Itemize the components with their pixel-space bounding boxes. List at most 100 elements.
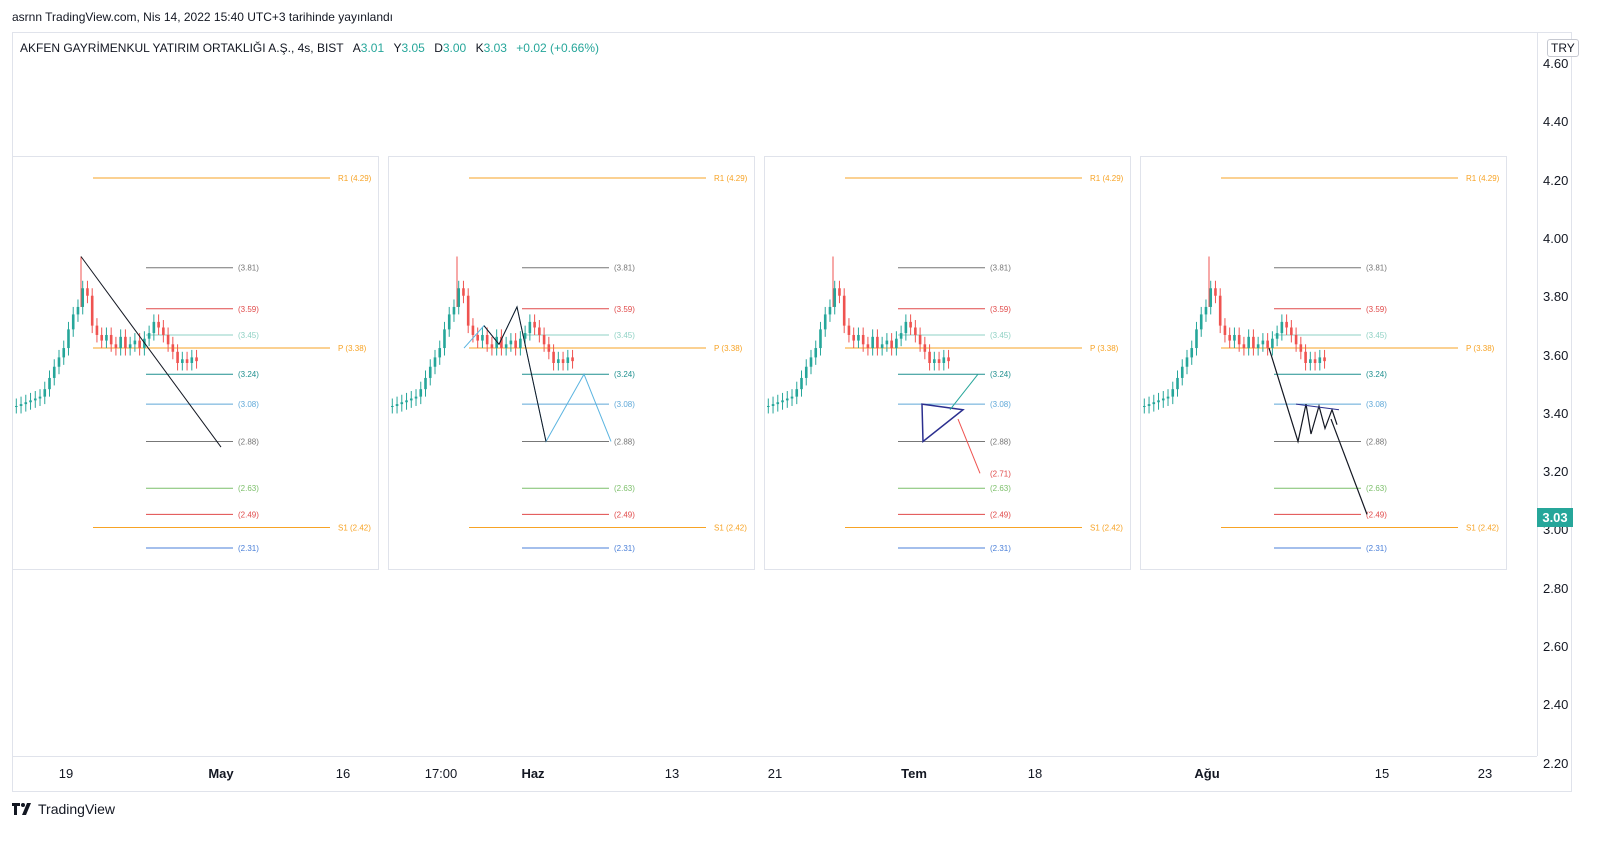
price-tick: 4.00 bbox=[1543, 230, 1569, 246]
candle-body bbox=[71, 314, 75, 330]
candle-body bbox=[504, 344, 508, 349]
candle-body bbox=[1195, 329, 1198, 349]
footer-brand[interactable]: TradingView bbox=[38, 801, 116, 817]
candle-body bbox=[147, 333, 151, 339]
candle-body bbox=[67, 329, 70, 349]
candle-body bbox=[1256, 344, 1260, 349]
candle-body bbox=[942, 357, 946, 363]
candle-body bbox=[828, 306, 832, 315]
level-label: (2.88) bbox=[238, 437, 259, 446]
open-label: A bbox=[352, 41, 361, 55]
scenario-panel-2[interactable]: R1 (4.29) (3.81) (3.59) (3.45) P (3.38) (3.24… bbox=[388, 156, 755, 570]
time-tick: 13 bbox=[664, 766, 680, 781]
candle-body bbox=[1309, 359, 1312, 363]
tradingview-logo-icon bbox=[12, 803, 31, 815]
candle-body bbox=[842, 295, 846, 326]
level-label: R1 (4.29) bbox=[338, 174, 372, 183]
currency-button[interactable]: TRY bbox=[1547, 39, 1579, 57]
candle-body bbox=[552, 351, 555, 363]
candle-body bbox=[514, 340, 517, 349]
time-tick: 19 bbox=[58, 766, 74, 781]
candle-body bbox=[800, 377, 803, 390]
time-tick: 17:00 bbox=[424, 766, 458, 781]
wedge-path bbox=[1268, 347, 1338, 444]
candle-body bbox=[914, 327, 917, 335]
level-label: (3.08) bbox=[990, 400, 1011, 409]
low-label: D bbox=[434, 41, 443, 55]
level-label: (2.31) bbox=[990, 544, 1011, 553]
candle-body bbox=[542, 334, 546, 345]
level-label: (2.49) bbox=[614, 510, 635, 519]
level-label: (2.31) bbox=[614, 544, 635, 553]
price-scale[interactable] bbox=[1537, 33, 1572, 756]
candle-body bbox=[1228, 334, 1231, 341]
level-label: S1 (2.42) bbox=[1090, 523, 1123, 532]
arrow-target bbox=[1330, 418, 1368, 515]
level-label: S1 (2.42) bbox=[714, 523, 747, 532]
candle-body bbox=[838, 288, 841, 296]
level-label: (3.59) bbox=[238, 305, 259, 314]
candle-body bbox=[105, 334, 108, 341]
level-label: (3.81) bbox=[614, 264, 635, 273]
candle-body bbox=[100, 334, 103, 341]
close-value: 3.03 bbox=[483, 41, 507, 55]
candle-body bbox=[1299, 344, 1303, 352]
candle-body bbox=[1247, 336, 1250, 349]
candle-body bbox=[176, 351, 179, 363]
level-label: (2.88) bbox=[614, 437, 635, 446]
candle-body bbox=[95, 325, 99, 335]
candle-body bbox=[90, 295, 94, 326]
candle-body bbox=[861, 334, 865, 345]
scenario-panel-3[interactable]: R1 (4.29) (3.81) (3.59) (3.45) P (3.38) (3.24… bbox=[764, 156, 1131, 570]
scenario-panel-1[interactable]: R1 (4.29) (3.81) (3.59) (3.45) P (3.38) (3.24… bbox=[12, 156, 379, 570]
level-label: (3.24) bbox=[238, 370, 259, 379]
level-label: S1 (2.42) bbox=[1466, 523, 1499, 532]
price-tick: 2.20 bbox=[1543, 755, 1569, 771]
level-label: (3.59) bbox=[614, 305, 635, 314]
candle-body bbox=[462, 288, 465, 296]
level-label: (2.88) bbox=[990, 437, 1011, 446]
candle-body bbox=[33, 398, 37, 401]
price-tick: 2.80 bbox=[1543, 580, 1569, 596]
candle-body bbox=[414, 396, 418, 399]
candle-body bbox=[1157, 400, 1160, 403]
level-label: (3.24) bbox=[990, 370, 1011, 379]
candle-body bbox=[1143, 405, 1146, 407]
candle-body bbox=[481, 334, 484, 341]
time-tick: Ağu bbox=[1194, 766, 1220, 781]
time-tick: 16 bbox=[335, 766, 351, 781]
candle-body bbox=[190, 357, 194, 363]
candle-body bbox=[1271, 338, 1274, 349]
candle-body bbox=[1176, 377, 1179, 390]
candle-body bbox=[871, 336, 874, 349]
time-scale[interactable] bbox=[12, 756, 1537, 792]
candle-body bbox=[428, 366, 432, 378]
scenario-panel-4[interactable]: R1 (4.29) (3.81) (3.59) (3.45) P (3.38) (3.24… bbox=[1140, 156, 1507, 570]
level-label: (3.45) bbox=[614, 331, 635, 340]
candle-body bbox=[781, 400, 784, 403]
level-label: (2.49) bbox=[238, 510, 259, 519]
candle-body bbox=[391, 405, 394, 407]
price-tick: 4.20 bbox=[1543, 172, 1569, 188]
candle-body bbox=[1252, 336, 1255, 349]
candle-body bbox=[1313, 359, 1317, 363]
candle-body bbox=[162, 327, 165, 335]
candle-body bbox=[433, 357, 437, 367]
candle-body bbox=[133, 340, 137, 345]
candle-body bbox=[1204, 306, 1208, 315]
candle-body bbox=[885, 340, 889, 345]
price-tick: 4.40 bbox=[1543, 114, 1569, 130]
candle-body bbox=[38, 396, 42, 399]
wedge-top bbox=[1295, 403, 1340, 411]
candle-body bbox=[847, 325, 851, 335]
candle-body bbox=[557, 359, 560, 363]
candle-body bbox=[809, 357, 813, 367]
level-label: (2.63) bbox=[238, 484, 259, 493]
level-label: (3.81) bbox=[1366, 264, 1387, 273]
candle-body bbox=[1242, 344, 1246, 349]
high-value: 3.05 bbox=[401, 41, 425, 55]
symbol-title[interactable]: AKFEN GAYRİMENKUL YATIRIM ORTAKLIĞI A.Ş.… bbox=[20, 41, 344, 55]
level-label: (3.81) bbox=[238, 264, 259, 273]
candle-body bbox=[57, 357, 61, 367]
candle-body bbox=[876, 336, 879, 349]
